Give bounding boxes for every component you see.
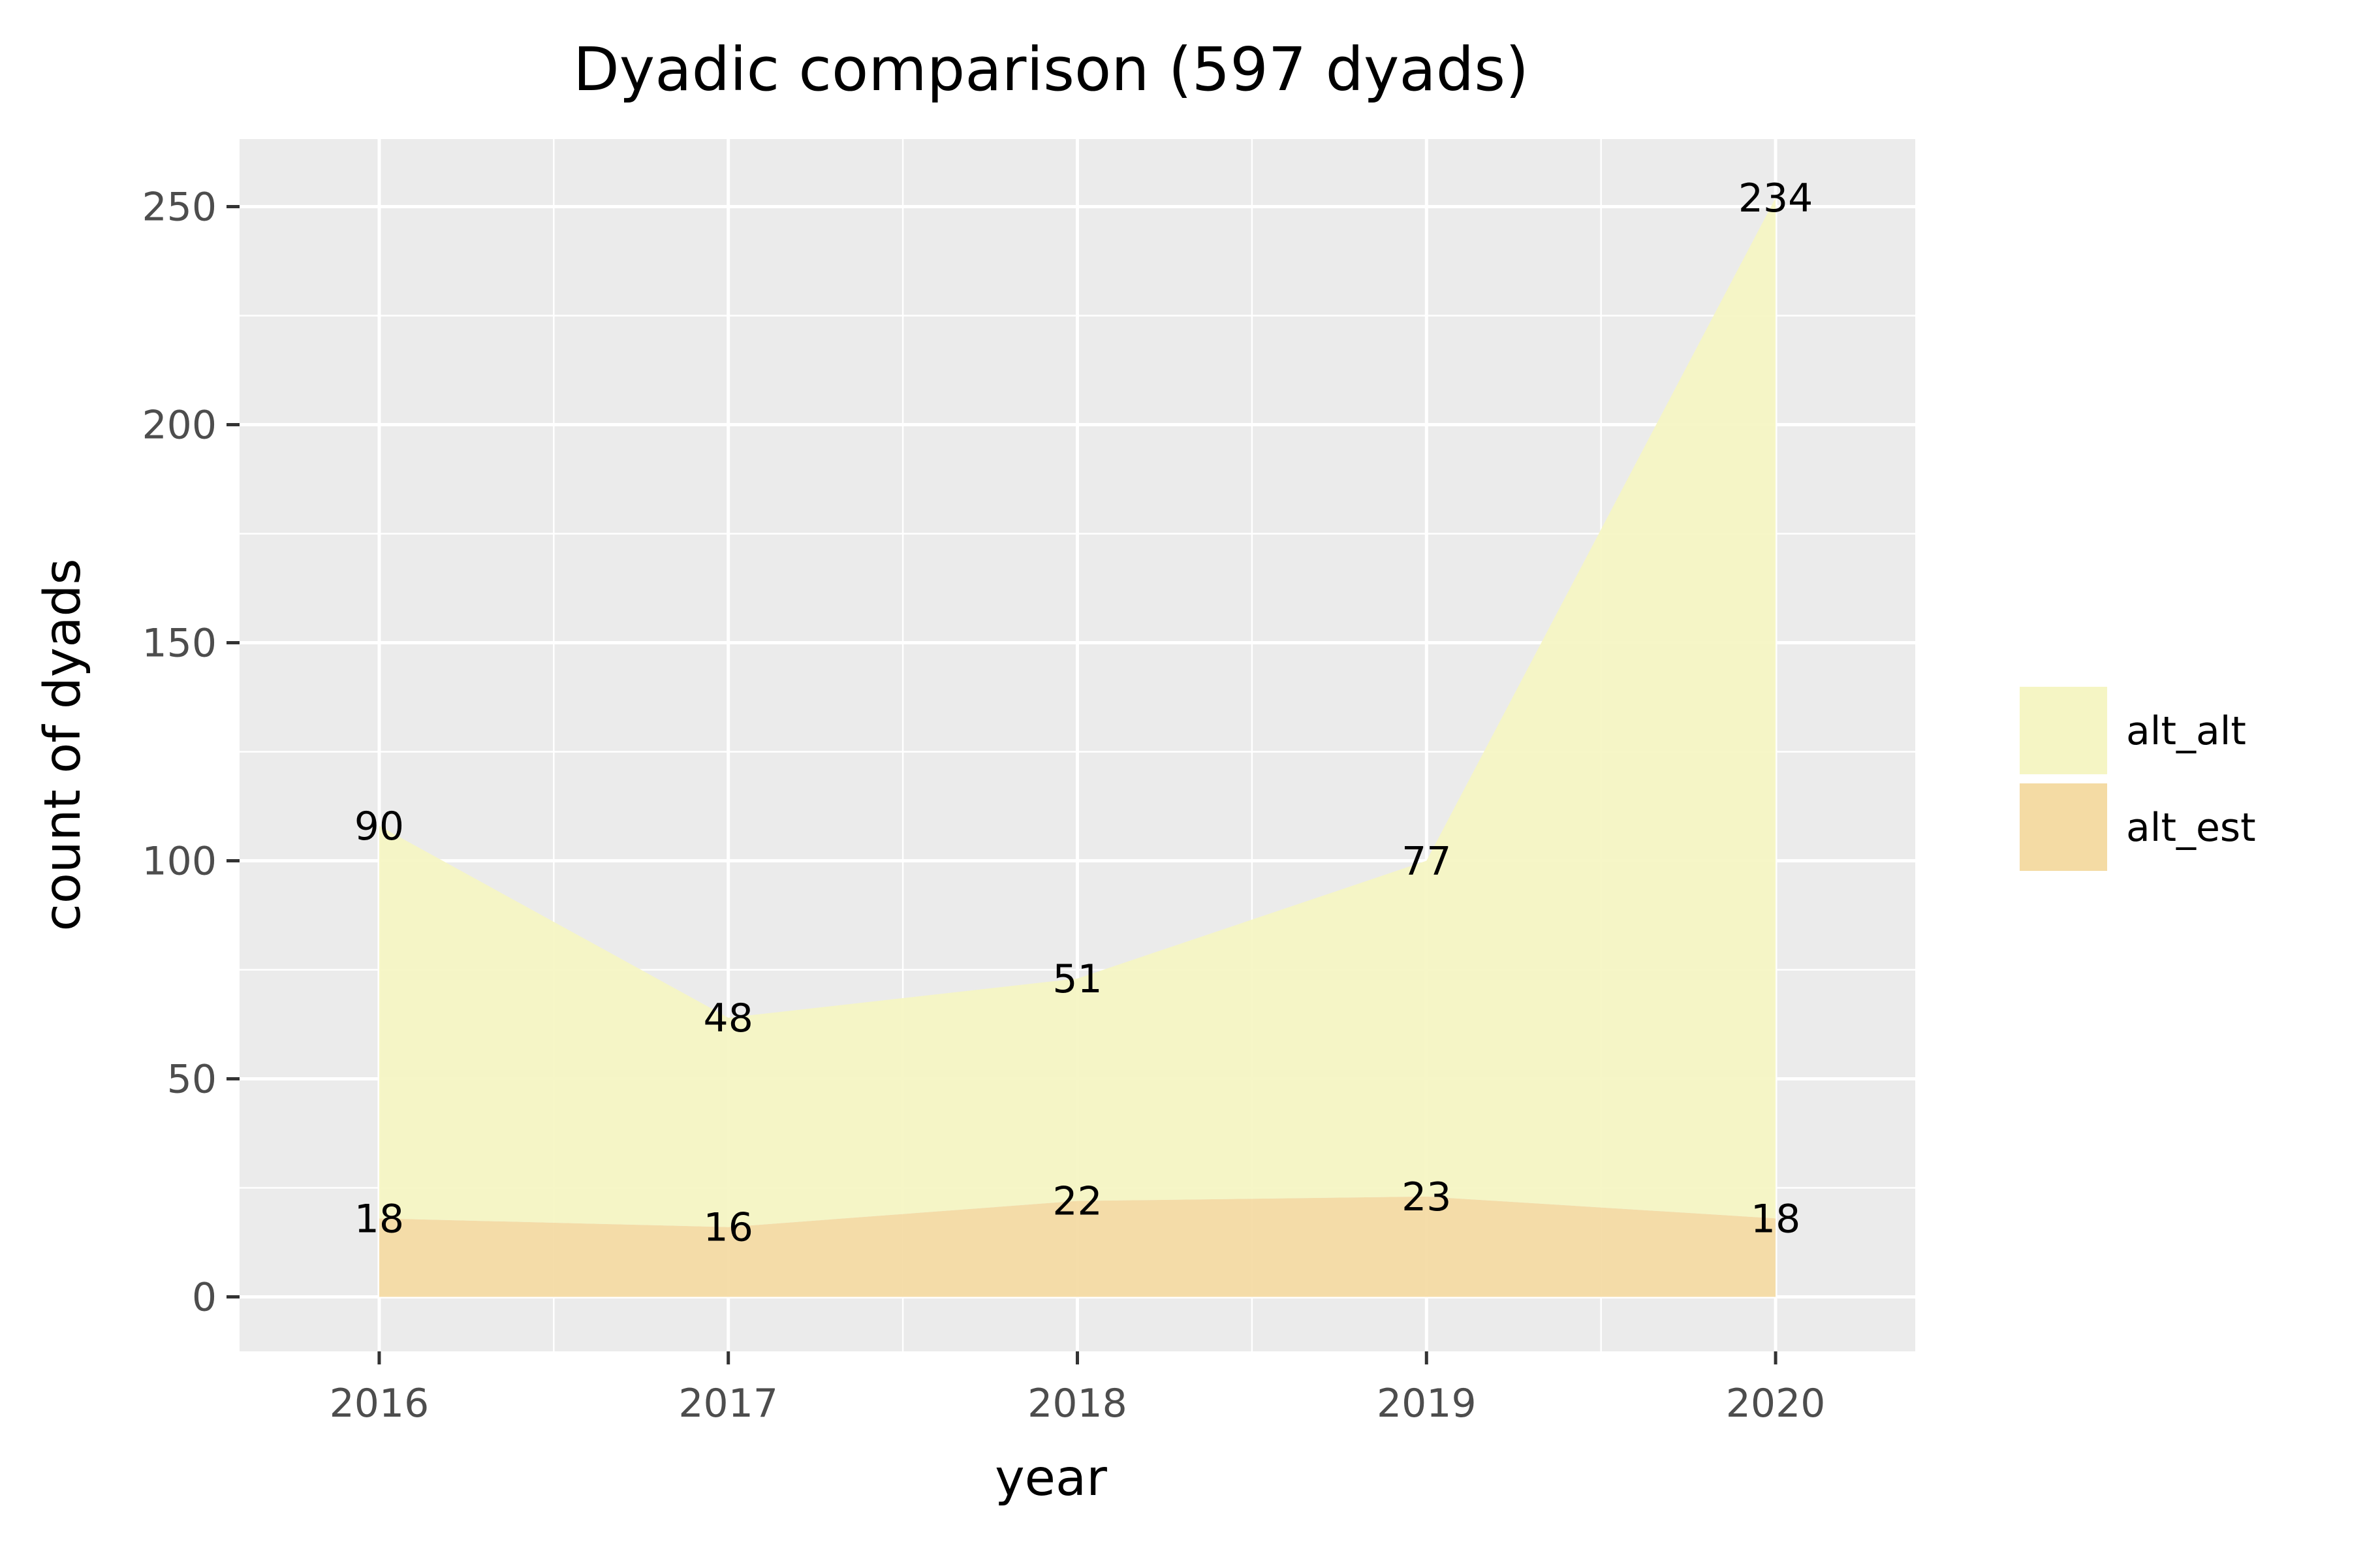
y-tick-label: 150 xyxy=(142,621,217,667)
x-tick-label: 2020 xyxy=(1726,1381,1826,1426)
data-label-alt-alt: 90 xyxy=(354,804,404,849)
x-tick-label: 2016 xyxy=(330,1381,430,1426)
y-tick-label: 0 xyxy=(192,1275,217,1321)
data-label-alt-est: 22 xyxy=(1052,1179,1102,1225)
x-tick-label: 2019 xyxy=(1377,1381,1477,1426)
y-axis: 0 50 100 150 200 250 xyxy=(142,185,240,1321)
chart-title: Dyadic comparison (597 dyads) xyxy=(573,35,1529,104)
area-layer xyxy=(379,198,1776,1297)
y-tick-label: 200 xyxy=(142,403,217,448)
data-labels: 90 48 51 77 234 18 16 22 23 18 xyxy=(354,176,1813,1250)
data-label-alt-alt: 51 xyxy=(1052,956,1102,1002)
legend-label-alt-est: alt_est xyxy=(2126,805,2256,851)
x-axis: 2016 2017 2018 2019 2020 xyxy=(330,1351,1826,1426)
data-label-alt-alt: 48 xyxy=(704,996,753,1041)
x-axis-title: year xyxy=(995,1449,1107,1507)
data-label-alt-est: 23 xyxy=(1401,1174,1451,1220)
legend-label-alt-alt: alt_alt xyxy=(2126,708,2246,754)
legend-key-alt-alt xyxy=(2020,687,2107,774)
legend-key-alt-est xyxy=(2020,783,2107,871)
x-tick-label: 2018 xyxy=(1027,1381,1127,1426)
data-label-alt-est: 16 xyxy=(704,1205,753,1251)
area-alt-est xyxy=(379,1196,1776,1297)
data-label-alt-est: 18 xyxy=(354,1196,404,1242)
legend: alt_alt alt_est xyxy=(2020,687,2256,871)
y-tick-label: 50 xyxy=(167,1057,217,1103)
area-alt-alt xyxy=(379,198,1776,1227)
data-label-alt-alt: 234 xyxy=(1738,176,1813,221)
data-label-alt-alt: 77 xyxy=(1401,839,1451,885)
data-label-alt-est: 18 xyxy=(1751,1196,1800,1242)
y-axis-title: count of dyads xyxy=(34,558,92,931)
y-tick-label: 100 xyxy=(142,839,217,885)
y-tick-label: 250 xyxy=(142,185,217,230)
x-tick-label: 2017 xyxy=(678,1381,778,1426)
